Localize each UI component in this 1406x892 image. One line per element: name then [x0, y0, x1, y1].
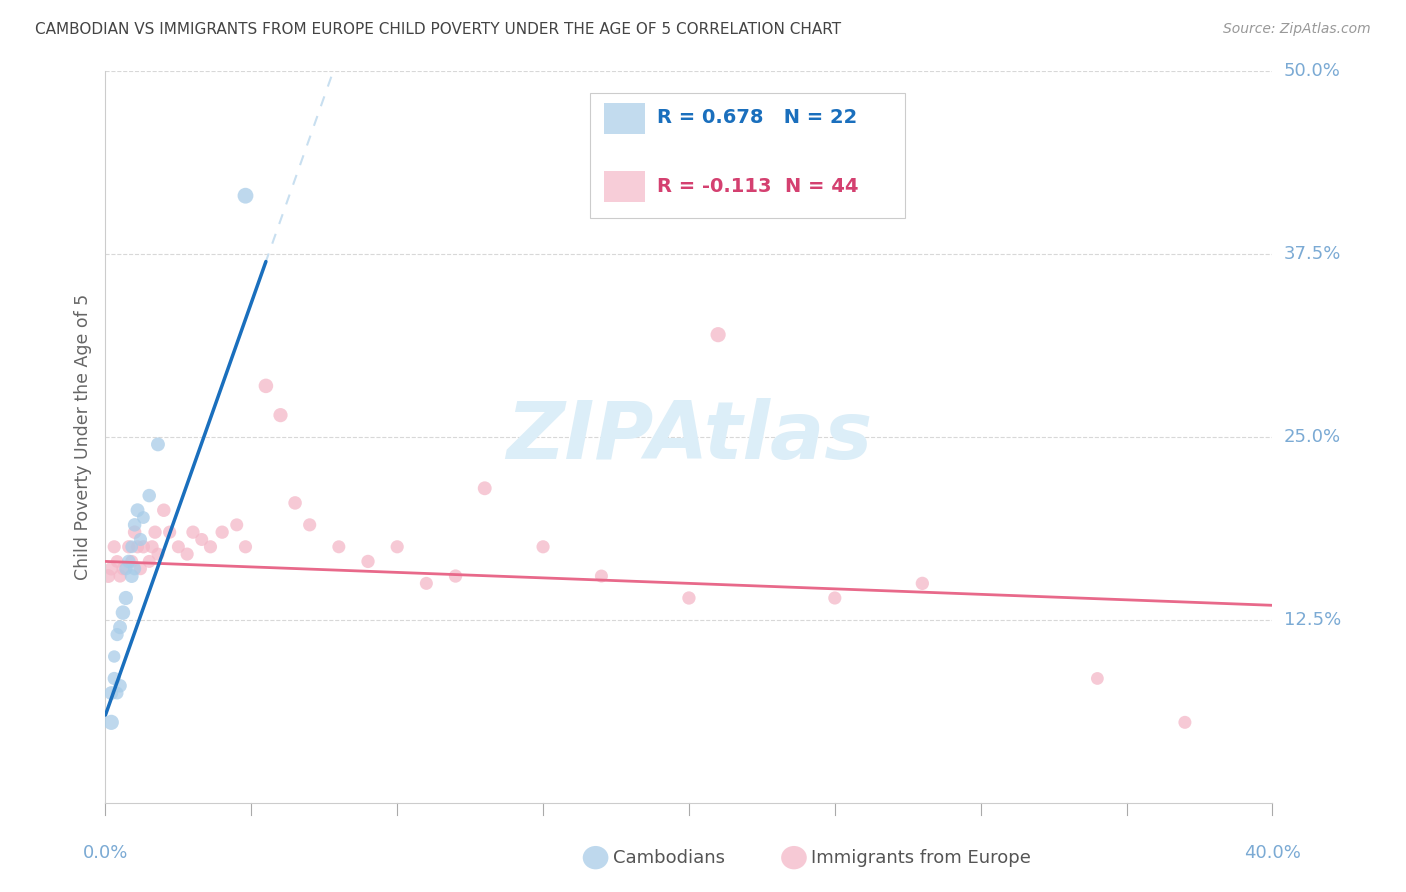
Text: 50.0%: 50.0%	[1284, 62, 1340, 80]
Point	[127, 540, 149, 554]
Point	[105, 554, 128, 568]
Point	[97, 569, 120, 583]
Point	[146, 437, 169, 451]
Point	[146, 547, 169, 561]
Point	[118, 554, 141, 568]
Point	[138, 554, 160, 568]
Point	[100, 715, 122, 730]
Text: 40.0%: 40.0%	[1244, 844, 1301, 862]
Point	[118, 540, 141, 554]
Point	[100, 686, 122, 700]
Point	[129, 533, 152, 547]
Text: Immigrants from Europe: Immigrants from Europe	[811, 848, 1032, 867]
Point	[225, 517, 247, 532]
FancyBboxPatch shape	[603, 171, 644, 202]
Point	[444, 569, 467, 583]
Point	[1085, 672, 1108, 686]
Point	[235, 188, 257, 202]
Point	[103, 649, 125, 664]
Point	[132, 540, 155, 554]
FancyBboxPatch shape	[589, 94, 905, 218]
Point	[415, 576, 437, 591]
Point	[121, 554, 143, 568]
Text: R = -0.113  N = 44: R = -0.113 N = 44	[658, 177, 859, 195]
Point	[105, 686, 128, 700]
Point	[385, 540, 408, 554]
Point	[108, 569, 131, 583]
Point	[269, 408, 292, 422]
Point	[121, 569, 143, 583]
Ellipse shape	[782, 846, 807, 870]
Point	[124, 517, 146, 532]
Point	[531, 540, 554, 554]
Ellipse shape	[582, 846, 609, 870]
Point	[141, 540, 163, 554]
Point	[235, 540, 257, 554]
Point	[115, 591, 138, 605]
FancyBboxPatch shape	[603, 103, 644, 134]
Point	[824, 591, 846, 605]
Text: 0.0%: 0.0%	[83, 844, 128, 862]
Text: 12.5%: 12.5%	[1284, 611, 1341, 629]
Point	[200, 540, 222, 554]
Point	[143, 525, 166, 540]
Point	[129, 562, 152, 576]
Text: CAMBODIAN VS IMMIGRANTS FROM EUROPE CHILD POVERTY UNDER THE AGE OF 5 CORRELATION: CAMBODIAN VS IMMIGRANTS FROM EUROPE CHIL…	[35, 22, 841, 37]
Text: Cambodians: Cambodians	[613, 848, 725, 867]
Text: 25.0%: 25.0%	[1284, 428, 1341, 446]
Point	[124, 525, 146, 540]
Point	[132, 510, 155, 524]
Point	[105, 627, 128, 641]
Point	[176, 547, 198, 561]
Y-axis label: Child Poverty Under the Age of 5: Child Poverty Under the Age of 5	[73, 294, 91, 580]
Point	[181, 525, 204, 540]
Point	[357, 554, 380, 568]
Point	[284, 496, 307, 510]
Point	[100, 562, 122, 576]
Text: 37.5%: 37.5%	[1284, 245, 1341, 263]
Point	[108, 679, 131, 693]
Point	[707, 327, 730, 342]
Point	[127, 503, 149, 517]
Point	[124, 562, 146, 576]
Point	[115, 562, 138, 576]
Point	[328, 540, 350, 554]
Point	[103, 672, 125, 686]
Point	[591, 569, 613, 583]
Point	[298, 517, 321, 532]
Point	[111, 606, 134, 620]
Point	[159, 525, 181, 540]
Point	[190, 533, 212, 547]
Text: R = 0.678   N = 22: R = 0.678 N = 22	[658, 108, 858, 127]
Point	[167, 540, 190, 554]
Point	[1174, 715, 1197, 730]
Text: Source: ZipAtlas.com: Source: ZipAtlas.com	[1223, 22, 1371, 37]
Point	[678, 591, 700, 605]
Point	[138, 489, 160, 503]
Point	[152, 503, 174, 517]
Point	[103, 540, 125, 554]
Point	[121, 540, 143, 554]
Point	[474, 481, 496, 495]
Point	[108, 620, 131, 634]
Point	[254, 379, 277, 393]
Text: ZIPAtlas: ZIPAtlas	[506, 398, 872, 476]
Point	[111, 562, 134, 576]
Point	[211, 525, 233, 540]
Point	[911, 576, 934, 591]
